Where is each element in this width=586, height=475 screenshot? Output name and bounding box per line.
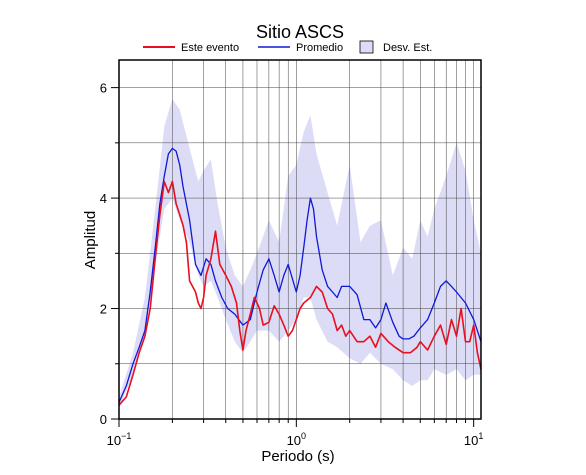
x-axis-label: Periodo (s): [261, 448, 334, 465]
x-tick-label: 100: [287, 431, 306, 448]
y-tick-label: 0: [100, 412, 107, 427]
series-line-este-evento: [118, 180, 482, 406]
y-axis-label: Amplitud: [82, 211, 99, 269]
x-tick-label: 10−1: [107, 431, 132, 448]
y-tick-label: 6: [100, 81, 107, 96]
legend-label-promedio: Promedio: [296, 42, 343, 54]
legend: Este evento Promedio Desv. Est.: [143, 40, 432, 54]
legend-swatch-desv-est: [359, 40, 374, 54]
series-line-promedio: [118, 147, 482, 403]
x-tick-label: 101: [464, 431, 483, 448]
chart-title: Sitio ASCS: [256, 22, 344, 42]
y-tick-label: 4: [100, 191, 107, 206]
legend-label-este-evento: Este evento: [181, 42, 239, 54]
y-tick-label: 2: [100, 302, 107, 317]
plot-frame: [118, 59, 482, 420]
legend-label-desv-est: Desv. Est.: [383, 42, 432, 54]
